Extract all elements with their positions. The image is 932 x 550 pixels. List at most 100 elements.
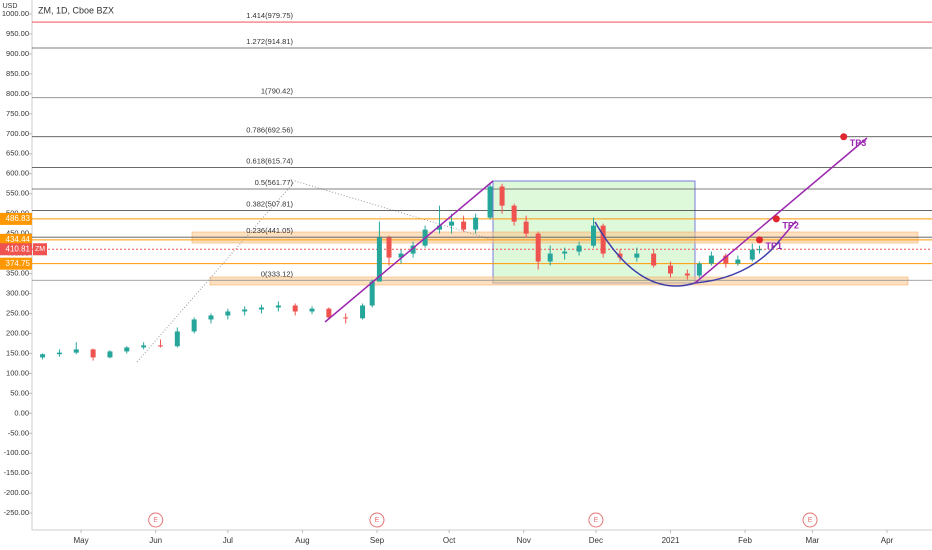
fib-label: 1.272(914.81): [246, 37, 293, 46]
candle-body: [600, 225, 606, 254]
candle-body: [275, 305, 281, 308]
candle-body: [708, 255, 714, 264]
candle-body: [242, 309, 248, 312]
fib-label: 1.414(979.75): [246, 11, 293, 20]
candle-body: [56, 352, 62, 355]
y-tick-label: 200.00: [6, 328, 29, 337]
fib-label: 0.236(441.05): [246, 226, 293, 235]
x-tick-label: 2021: [662, 536, 680, 545]
target-label: TP3: [850, 138, 867, 148]
support-zone: [209, 276, 909, 286]
candle-body: [309, 308, 315, 312]
candle-body: [376, 237, 382, 282]
candle-body: [511, 205, 517, 222]
price-tag: [0, 243, 32, 256]
candle-body: [684, 273, 690, 276]
y-tick-label: 900.00: [6, 49, 29, 58]
candle-body: [547, 253, 553, 262]
y-tick-label: 250.00: [6, 308, 29, 317]
candle-body: [208, 315, 214, 320]
candle-body: [107, 351, 113, 358]
candle-body: [449, 221, 455, 226]
target-point: [840, 133, 848, 141]
price-tag-label: 434.44: [6, 235, 31, 244]
x-tick-label: Sep: [370, 536, 385, 545]
target-line: [779, 220, 797, 241]
x-tick-label: Aug: [295, 536, 309, 545]
candle-body: [174, 331, 180, 347]
y-tick-label: 950.00: [6, 29, 29, 38]
earnings-label: E: [808, 517, 813, 524]
x-tick-label: Feb: [738, 536, 752, 545]
x-tick-label: Nov: [517, 536, 531, 545]
candle-body: [398, 253, 404, 258]
price-tag: [0, 257, 32, 270]
price-tag-label: 410.81: [6, 244, 31, 253]
candle-body: [259, 307, 265, 310]
earnings-label: E: [594, 517, 599, 524]
fib-label: 1(790.42): [261, 87, 294, 96]
y-tick-label: 1000.00: [2, 9, 29, 18]
candle-body: [410, 245, 416, 254]
currency: USD: [3, 3, 18, 10]
candle-body: [757, 249, 763, 251]
fib-label: 0(333.12): [261, 269, 294, 278]
target-label: TP1: [766, 241, 783, 251]
candle-body: [461, 221, 467, 230]
candle-body: [499, 186, 505, 206]
y-tick-label: 450.00: [6, 229, 29, 238]
y-tick-label: 550.00: [6, 189, 29, 198]
earnings-label: E: [375, 517, 380, 524]
symbol-label: ZM: [35, 246, 45, 253]
price-tag-label: 486.83: [6, 214, 31, 223]
candle-body: [437, 225, 443, 230]
earnings-marker: [148, 512, 164, 528]
y-tick-label: 750.00: [6, 109, 29, 118]
x-tick-label: Apr: [881, 536, 894, 545]
target-point: [756, 236, 764, 244]
chart-title: ZM, 1D, Cboe BZX: [38, 5, 114, 15]
candle-body: [124, 347, 130, 352]
candle-body: [535, 233, 541, 262]
candle-body: [723, 255, 729, 264]
fib-trend-line: [136, 180, 494, 363]
y-tick-label: 350.00: [6, 269, 29, 278]
y-tick-label: 650.00: [6, 149, 29, 158]
y-tick-label: -100.00: [4, 448, 29, 457]
candle-body: [360, 305, 366, 319]
x-tick-label: May: [74, 536, 89, 545]
target-point: [772, 215, 780, 223]
candle-body: [386, 237, 392, 258]
earnings-marker: [369, 512, 385, 528]
x-tick-label: Jun: [149, 536, 162, 545]
candle-body: [523, 221, 529, 234]
candle-body: [634, 253, 640, 258]
y-tick-label: 0.00: [14, 408, 29, 417]
candle-body: [696, 263, 702, 276]
y-tick-label: -150.00: [4, 468, 29, 477]
fib-label: 0.382(507.81): [246, 200, 293, 209]
x-tick-label: Dec: [589, 536, 603, 545]
candle-body: [369, 281, 375, 306]
cup-curve: [594, 221, 781, 287]
candle-body: [90, 349, 96, 358]
candle-body: [40, 354, 46, 358]
y-tick-label: -200.00: [4, 488, 29, 497]
fib-label: 0.5(561.77): [255, 178, 294, 187]
candle-body: [225, 311, 231, 316]
target-line: [694, 137, 868, 284]
y-tick-label: 50.00: [10, 388, 29, 397]
target-label: TP2: [782, 220, 799, 230]
earnings-marker: [802, 512, 818, 528]
candle-body: [487, 186, 493, 218]
y-tick-label: 300.00: [6, 288, 29, 297]
rally-line: [324, 180, 494, 323]
candle-body: [651, 253, 657, 266]
y-tick-label: 600.00: [6, 169, 29, 178]
candle-body: [292, 305, 298, 312]
candle-body: [141, 345, 147, 348]
candle-body: [591, 225, 597, 246]
y-tick-label: 800.00: [6, 89, 29, 98]
